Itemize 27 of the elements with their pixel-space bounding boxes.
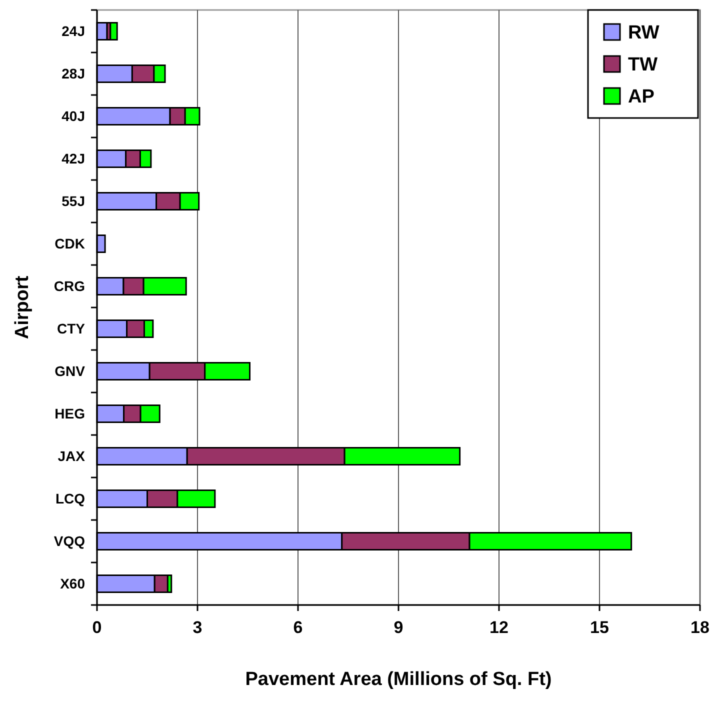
legend-label: RW <box>628 22 660 44</box>
y-tick-label: 55J <box>62 193 85 210</box>
y-tick-label: 40J <box>62 108 85 124</box>
y-tick-label: X60 <box>60 576 86 592</box>
y-tick-label: JAX <box>58 448 86 464</box>
y-tick-label: HEG <box>54 406 86 422</box>
y-tick-label: CRG <box>54 278 86 294</box>
x-tick-label: 6 <box>293 618 303 637</box>
x-axis-title: Pavement Area (Millions of Sq. Ft) <box>245 669 552 690</box>
legend-label: TW <box>628 54 658 76</box>
x-tick-label: 0 <box>92 618 102 637</box>
x-tick-label: 9 <box>394 618 404 637</box>
bar <box>110 22 118 40</box>
x-tick-label: 12 <box>490 618 508 637</box>
x-tick-label: 18 <box>690 618 710 637</box>
y-tick-label: 28J <box>62 66 85 82</box>
y-tick-label: 42J <box>62 150 85 167</box>
y-tick-label: LCQ <box>55 490 86 507</box>
y-tick-label: CTY <box>57 320 86 337</box>
y-axis-title: Airport <box>12 275 33 340</box>
y-tick-label: 24J <box>62 23 85 40</box>
y-tick-label: VQQ <box>54 533 86 550</box>
legend-label: AP <box>628 86 655 108</box>
x-tick-label: 3 <box>192 618 202 637</box>
y-tick-label: GNV <box>54 363 86 380</box>
y-tick-label: CDK <box>54 236 85 252</box>
x-tick-label: 15 <box>590 618 609 637</box>
